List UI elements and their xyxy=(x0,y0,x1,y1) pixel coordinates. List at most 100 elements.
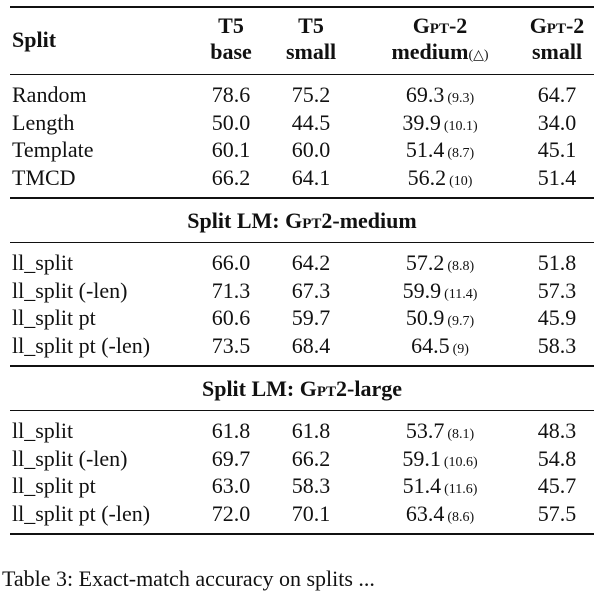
cell-gpt2-medium: 64.5 (9) xyxy=(365,332,515,364)
cell-gpt2-small: 51.4 xyxy=(537,164,577,190)
cell-gpt2-medium-delta: (10.6) xyxy=(443,454,478,470)
section1-title: Split LM: Gpt2-medium xyxy=(10,199,594,242)
cell-t5-small: 59.7 xyxy=(291,305,331,330)
header-gpt2-medium-line1: Gpt-2 xyxy=(412,13,468,38)
cell-gpt2-small: 51.8 xyxy=(537,250,577,275)
header-gpt2-medium: Gpt-2 medium(△) xyxy=(365,13,515,69)
cell-t5-small: 70.1 xyxy=(291,500,331,526)
header-t5-small-line2: small xyxy=(285,39,337,64)
header-delta: (△) xyxy=(468,48,489,63)
cell-gpt2-medium-delta: (10.1) xyxy=(443,118,478,134)
table-row: ll_split 61.8 61.8 53.7 (8.1) 48.3 xyxy=(10,417,594,445)
cell-gpt2-medium: 69.3 (9.3) xyxy=(365,81,515,113)
cell-gpt2-medium-delta: (9) xyxy=(452,341,469,357)
cell-gpt2-medium-value: 39.9 xyxy=(402,109,441,135)
cell-gpt2-small: 45.1 xyxy=(537,137,577,162)
cell-gpt2-small: 54.8 xyxy=(537,445,577,471)
table-caption: Table 3: Exact-match accuracy on splits … xyxy=(2,566,375,591)
cell-t5-base: 69.7 xyxy=(211,445,251,471)
cell-t5-base: 63.0 xyxy=(211,473,251,498)
cell-gpt2-medium: 56.2 (10) xyxy=(365,164,515,196)
cell-gpt2-medium-value: 53.7 xyxy=(405,418,445,443)
cell-t5-small: 64.2 xyxy=(291,250,331,275)
row-split-name: ll_split pt xyxy=(12,305,96,330)
row-split-name: Template xyxy=(12,137,94,162)
cell-t5-base: 71.3 xyxy=(211,277,251,303)
row-split-name: ll_split (-len) xyxy=(12,277,128,303)
table-row: ll_split (-len) 71.3 67.3 59.9 (11.4) 57.3 xyxy=(10,277,594,305)
table-row: ll_split (-len) 69.7 66.2 59.1 (10.6) 54.8 xyxy=(10,445,594,473)
header-gpt2-medium-label: medium xyxy=(391,39,469,64)
section1-top-rule xyxy=(10,197,594,199)
cell-t5-small: 61.8 xyxy=(291,418,331,443)
section2-bottom-rule xyxy=(10,410,594,411)
baseline-rows: Random 78.6 75.2 69.3 (9.3) 64.7 Length 50.0 44.… xyxy=(10,81,594,191)
cell-gpt2-medium: 59.9 (11.4) xyxy=(365,277,515,309)
section2-title-prefix: Split LM: xyxy=(201,376,300,401)
row-split-name: ll_split pt (-len) xyxy=(12,500,151,526)
section1-title-prefix: Split LM: xyxy=(187,208,286,233)
table-row: ll_split 66.0 64.2 57.2 (8.8) 51.8 xyxy=(10,249,594,277)
cell-gpt2-medium: 51.4 (11.6) xyxy=(365,472,515,504)
cell-t5-base: 66.0 xyxy=(211,250,251,275)
cell-t5-small: 64.1 xyxy=(291,164,331,190)
section1-bottom-rule xyxy=(10,242,594,243)
cell-gpt2-medium-value: 57.2 xyxy=(405,250,445,275)
table-header: Split T5 base T5 small Gpt-2 medium(△) G… xyxy=(10,8,594,74)
section2-title: Split LM: Gpt2-large xyxy=(10,367,594,410)
cell-gpt2-medium-delta: (9.7) xyxy=(447,314,475,329)
cell-gpt2-small: 57.5 xyxy=(537,500,577,526)
cell-gpt2-medium: 39.9 (10.1) xyxy=(365,109,515,141)
row-split-name: ll_split xyxy=(12,250,74,275)
top-rule xyxy=(10,6,594,8)
cell-gpt2-medium-value: 51.4 xyxy=(405,137,445,162)
cell-gpt2-medium-value: 50.9 xyxy=(405,305,445,330)
cell-gpt2-medium-delta: (8.6) xyxy=(447,509,475,525)
row-split-name: ll_split pt (-len) xyxy=(12,332,151,358)
header-t5-small-line1: T5 xyxy=(298,13,324,38)
cell-gpt2-medium: 63.4 (8.6) xyxy=(365,500,515,532)
header-t5-base: T5 base xyxy=(196,13,266,65)
cell-t5-small: 68.4 xyxy=(291,332,331,358)
cell-gpt2-medium-value: 51.4 xyxy=(402,473,442,498)
cell-gpt2-medium: 50.9 (9.7) xyxy=(365,304,515,336)
header-t5-small: T5 small xyxy=(276,13,346,65)
cell-gpt2-medium: 57.2 (8.8) xyxy=(365,249,515,281)
cell-gpt2-medium-value: 64.5 xyxy=(411,332,450,358)
cell-t5-base: 78.6 xyxy=(211,82,251,107)
table-row: ll_split pt (-len) 73.5 68.4 64.5 (9) 58.3 xyxy=(10,332,594,360)
header-split: Split xyxy=(12,27,57,52)
section1-title-sc: Gpt xyxy=(285,208,322,233)
results-table: Split T5 base T5 small Gpt-2 medium(△) G… xyxy=(10,6,594,535)
cell-gpt2-medium-delta: (11.4) xyxy=(444,286,478,302)
header-t5-base-line1: T5 xyxy=(218,13,244,38)
cell-t5-base: 66.2 xyxy=(211,164,251,190)
section2-title-sc: Gpt xyxy=(299,376,337,401)
header-t5-base-line2: base xyxy=(210,39,252,64)
cell-gpt2-small: 58.3 xyxy=(537,332,577,358)
cell-gpt2-small: 64.7 xyxy=(537,82,577,107)
cell-gpt2-medium-delta: (8.7) xyxy=(447,146,475,161)
header-gpt2-small: Gpt-2 small xyxy=(517,13,596,65)
cell-gpt2-medium-delta: (8.8) xyxy=(447,259,475,274)
table-row: ll_split pt 60.6 59.7 50.9 (9.7) 45.9 xyxy=(10,304,594,332)
cell-t5-small: 67.3 xyxy=(291,277,331,303)
bottom-rule xyxy=(10,533,594,535)
cell-t5-small: 44.5 xyxy=(291,109,331,135)
cell-gpt2-small: 57.3 xyxy=(537,277,577,303)
table-row: TMCD 66.2 64.1 56.2 (10) 51.4 xyxy=(10,164,594,192)
header-gpt2-small-line1: Gpt-2 xyxy=(529,13,585,38)
row-split-name: TMCD xyxy=(12,164,76,190)
cell-gpt2-medium-value: 69.3 xyxy=(405,82,445,107)
table-row: Template 60.1 60.0 51.4 (8.7) 45.1 xyxy=(10,136,594,164)
cell-t5-base: 73.5 xyxy=(211,332,251,358)
cell-gpt2-small: 48.3 xyxy=(537,418,577,443)
cell-gpt2-medium-value: 59.1 xyxy=(402,445,441,471)
cell-gpt2-medium: 59.1 (10.6) xyxy=(365,445,515,477)
cell-gpt2-medium-delta: (11.6) xyxy=(444,482,478,497)
row-split-name: Random xyxy=(12,82,87,107)
cell-gpt2-small: 45.7 xyxy=(537,473,577,498)
cell-t5-small: 66.2 xyxy=(291,445,331,471)
header-gpt2-small-line2: small xyxy=(531,39,583,64)
table-row: Length 50.0 44.5 39.9 (10.1) 34.0 xyxy=(10,109,594,137)
